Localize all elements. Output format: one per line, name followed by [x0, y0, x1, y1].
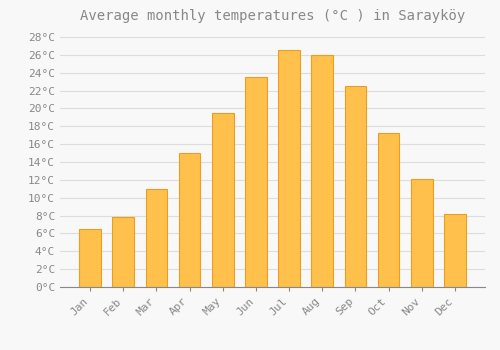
- Bar: [212, 113, 234, 287]
- Bar: [278, 50, 300, 287]
- Bar: [179, 153, 201, 287]
- Bar: [344, 86, 366, 287]
- Bar: [80, 229, 101, 287]
- Bar: [444, 214, 466, 287]
- Bar: [411, 179, 432, 287]
- Bar: [112, 217, 134, 287]
- Bar: [378, 133, 400, 287]
- Bar: [146, 189, 167, 287]
- Bar: [245, 77, 266, 287]
- Bar: [312, 55, 333, 287]
- Title: Average monthly temperatures (°C ) in Sarayköy: Average monthly temperatures (°C ) in Sa…: [80, 9, 465, 23]
